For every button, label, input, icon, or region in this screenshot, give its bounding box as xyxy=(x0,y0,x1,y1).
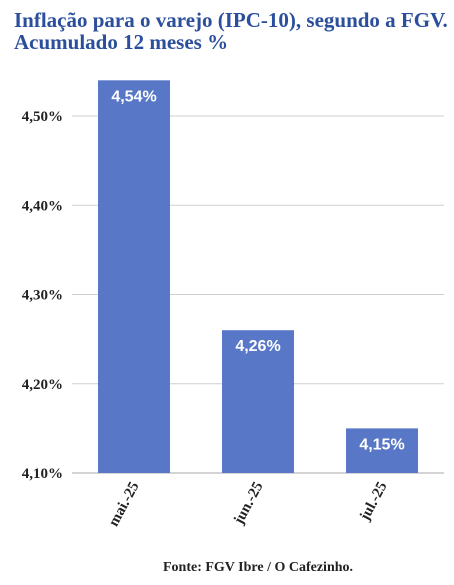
y-tick-label: 4,50% xyxy=(22,109,63,125)
bar xyxy=(346,428,418,473)
chart-title-line1: Inflação para o varejo (IPC-10), segundo… xyxy=(14,8,448,32)
x-tick-label: jul.-25 xyxy=(357,479,391,524)
y-tick-label: 4,20% xyxy=(22,377,63,393)
chart-title: Inflação para o varejo (IPC-10), segundo… xyxy=(14,8,448,54)
data-label: 4,15% xyxy=(359,436,404,453)
data-label: 4,54% xyxy=(111,88,156,105)
y-tick-label: 4,30% xyxy=(22,288,63,304)
data-label: 4,26% xyxy=(235,338,280,355)
x-tick-label: mai.-25 xyxy=(106,479,143,529)
bar xyxy=(98,80,170,474)
chart-title-line2: Acumulado 12 meses % xyxy=(14,30,229,54)
y-tick-label: 4,10% xyxy=(22,466,63,482)
bar xyxy=(222,330,294,473)
y-tick-label: 4,40% xyxy=(22,198,63,214)
x-tick-label: jun.-25 xyxy=(231,479,267,528)
source-note: Fonte: FGV Ibre / O Cafezinho. xyxy=(162,560,354,575)
